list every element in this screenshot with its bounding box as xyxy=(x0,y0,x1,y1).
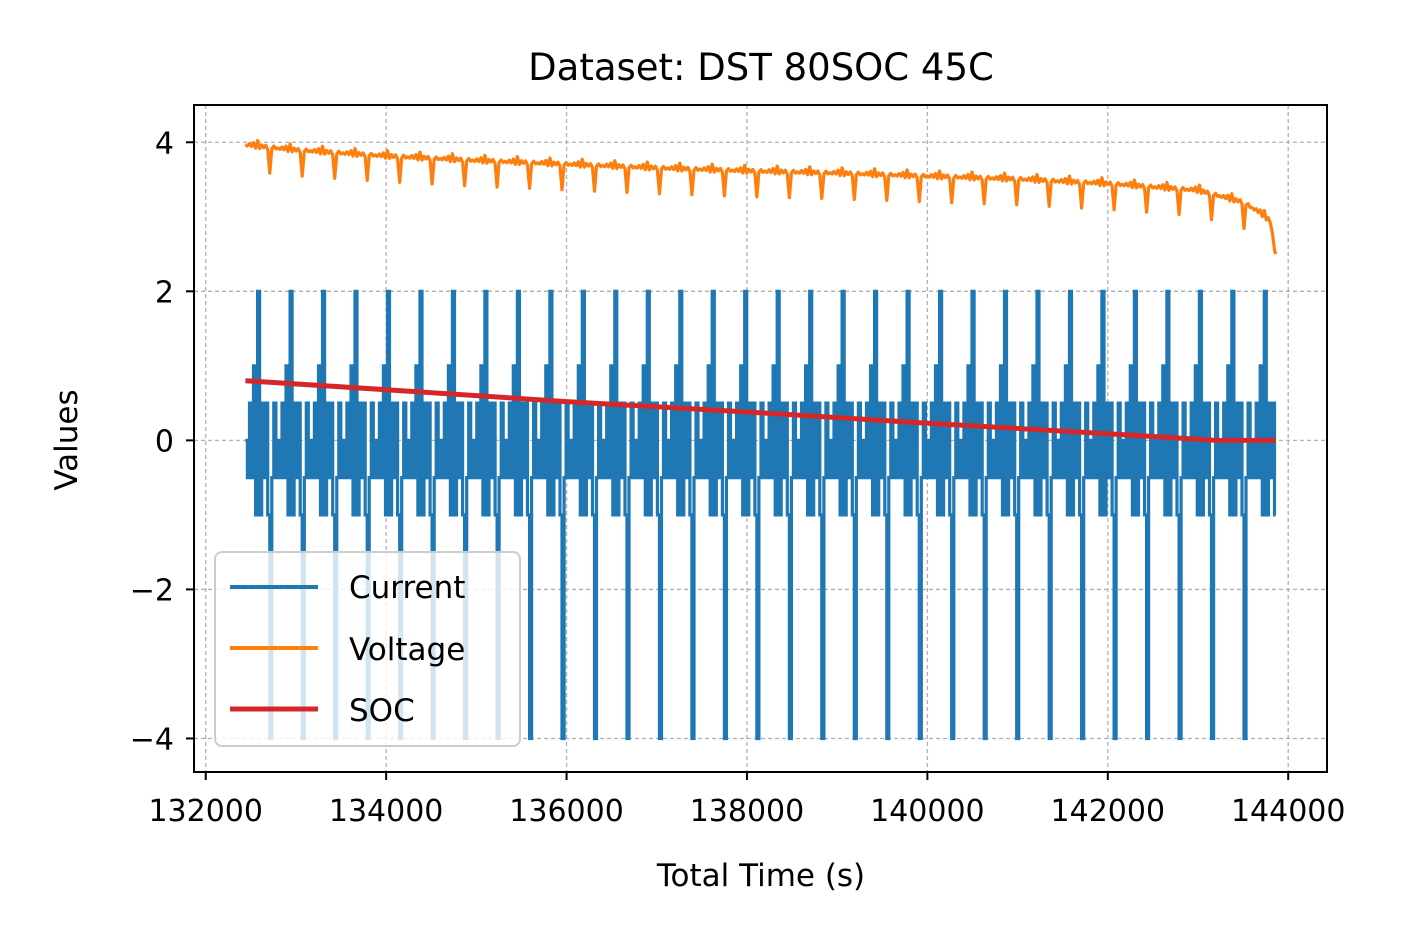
y-axis: 4 2 0 −2 −4 xyxy=(130,126,194,757)
legend-box xyxy=(214,551,521,747)
y-tick-label: 4 xyxy=(155,126,174,161)
x-tick-label: 132000 xyxy=(148,794,263,829)
legend-label-soc: SOC xyxy=(349,693,415,729)
series-soc-line xyxy=(245,378,1276,443)
series-voltage-line xyxy=(244,138,1278,255)
y-tick-label: 0 xyxy=(155,424,174,459)
plot-area xyxy=(244,138,1278,741)
legend-label-current: Current xyxy=(349,570,465,606)
legend: Current Voltage SOC xyxy=(214,551,521,747)
y-axis-label: Values xyxy=(49,389,85,490)
legend-label-voltage: Voltage xyxy=(349,632,465,668)
x-tick-label: 138000 xyxy=(690,794,805,829)
x-axis-label: Total Time (s) xyxy=(656,858,865,894)
x-tick-label: 140000 xyxy=(870,794,985,829)
x-tick-label: 134000 xyxy=(329,794,444,829)
y-tick-label: 2 xyxy=(155,275,174,310)
axes-frame xyxy=(193,104,1328,773)
x-tick-label: 144000 xyxy=(1231,794,1346,829)
x-tick-label: 136000 xyxy=(509,794,624,829)
chart-title: Dataset: DST 80SOC 45C xyxy=(528,46,994,89)
y-tick-label: −2 xyxy=(130,573,174,608)
x-axis: 132000 134000 136000 138000 140000 142000 1440… xyxy=(148,772,1345,829)
series-layer xyxy=(244,138,1278,741)
y-tick-label: −4 xyxy=(130,722,174,757)
x-tick-label: 142000 xyxy=(1051,794,1166,829)
